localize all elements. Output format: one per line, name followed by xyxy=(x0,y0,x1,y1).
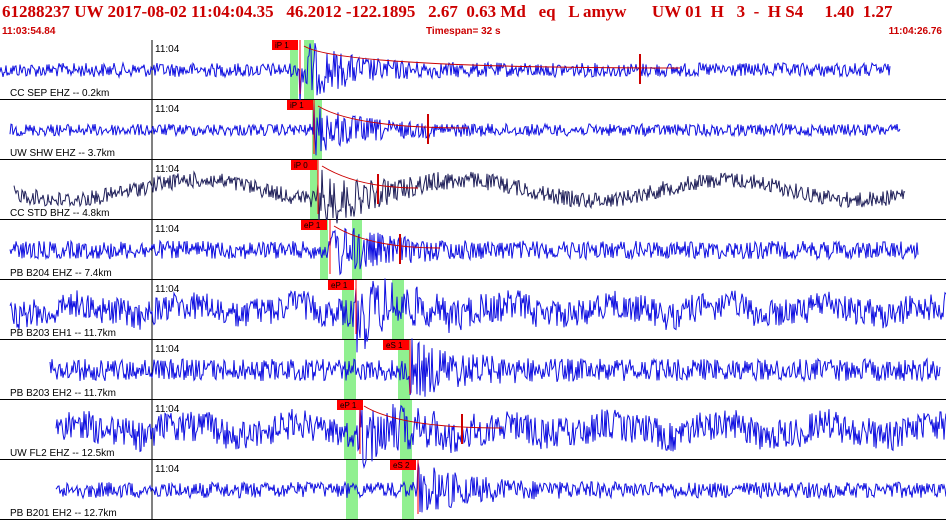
trace-row[interactable]: iP 0 11:04 CC STD BHZ -- 4.8km xyxy=(0,160,946,228)
pick-window-highlight xyxy=(304,40,314,100)
phase-pick-flag[interactable] xyxy=(390,460,416,470)
coda-curve xyxy=(333,225,441,249)
trace-row[interactable]: eP 1 11:04 PB B203 EH1 -- 11.7km xyxy=(0,278,946,353)
phase-pick-label: eP 1 xyxy=(340,401,357,410)
trace-row[interactable]: eP 1 11:04 PB B204 EHZ -- 7.4km xyxy=(0,220,946,280)
coda-curve xyxy=(303,45,681,69)
minute-tick-label: 11:04 xyxy=(155,44,180,55)
coda-curve xyxy=(317,105,469,129)
pick-window-highlight xyxy=(346,460,358,520)
window-start-time: 11:03:54.84 xyxy=(2,26,56,37)
waveform-trace[interactable] xyxy=(0,43,891,104)
coda-curve xyxy=(321,165,419,189)
phase-pick-label: iP 0 xyxy=(294,161,308,170)
phase-pick-flag[interactable] xyxy=(301,220,327,230)
phase-pick-label: eS 1 xyxy=(386,341,403,350)
window-end-time: 11:04:26.76 xyxy=(888,26,942,37)
pick-window-highlight xyxy=(398,340,410,400)
pick-window-highlight xyxy=(310,160,318,220)
waveform-trace[interactable] xyxy=(9,102,901,156)
waveform-trace[interactable] xyxy=(9,278,946,353)
pick-window-highlight xyxy=(342,280,354,340)
minute-tick-label: 11:04 xyxy=(155,164,180,175)
phase-pick-flag[interactable] xyxy=(337,400,363,410)
minute-tick-label: 11:04 xyxy=(155,404,180,415)
trace-row[interactable]: eS 2 11:04 PB B201 EH2 -- 12.7km xyxy=(0,460,946,520)
phase-pick-flag[interactable] xyxy=(383,340,409,350)
trace-row[interactable]: iP 1 11:04 UW SHW EHZ -- 3.7km xyxy=(0,100,946,160)
event-summary-title: 61288237 UW 2017-08-02 11:04:04.35 46.20… xyxy=(2,2,893,21)
pick-window-highlight xyxy=(352,220,362,280)
station-channel-label: PB B201 EH2 -- 12.7km xyxy=(10,508,117,519)
station-channel-label: PB B203 EH2 -- 11.7km xyxy=(10,388,116,399)
pick-window-highlight xyxy=(402,460,414,520)
trace-row[interactable]: eP 1 11:04 UW FL2 EHZ -- 12.5km xyxy=(0,400,946,469)
phase-pick-label: eS 2 xyxy=(393,461,410,470)
station-channel-label: CC STD BHZ -- 4.8km xyxy=(10,208,109,219)
minute-tick-label: 11:04 xyxy=(155,284,180,295)
trace-row[interactable]: eS 1 11:04 PB B203 EH2 -- 11.7km xyxy=(0,338,946,401)
waveform-trace[interactable] xyxy=(55,461,946,513)
phase-pick-label: eP 1 xyxy=(304,221,321,230)
station-channel-label: UW SHW EHZ -- 3.7km xyxy=(10,148,115,159)
minute-tick-label: 11:04 xyxy=(155,224,180,235)
station-channel-label: CC SEP EHZ -- 0.2km xyxy=(10,88,109,99)
seismogram-panel[interactable]: iP 1 11:04 CC SEP EHZ -- 0.2km iP 1 11:04 UW … xyxy=(0,40,946,520)
coda-curve xyxy=(363,405,503,429)
phase-pick-label: eP 1 xyxy=(331,281,348,290)
phase-pick-flag[interactable] xyxy=(287,100,313,110)
phase-pick-flag[interactable] xyxy=(291,160,317,170)
minute-tick-label: 11:04 xyxy=(155,104,180,115)
timespan-label: Timespan= 32 s xyxy=(426,26,501,37)
trace-row[interactable]: iP 1 11:04 CC SEP EHZ -- 0.2km xyxy=(0,40,946,104)
phase-pick-label: iP 1 xyxy=(290,101,304,110)
phase-pick-flag[interactable] xyxy=(328,280,354,290)
phase-pick-flag[interactable] xyxy=(272,40,298,50)
waveform-trace[interactable] xyxy=(49,338,941,397)
station-channel-label: UW FL2 EHZ -- 12.5km xyxy=(10,448,114,459)
station-channel-label: PB B203 EH1 -- 11.7km xyxy=(10,328,116,339)
waveform-trace[interactable] xyxy=(55,401,946,469)
pick-window-highlight xyxy=(400,400,412,460)
minute-tick-label: 11:04 xyxy=(155,464,180,475)
event-header: 61288237 UW 2017-08-02 11:04:04.35 46.20… xyxy=(0,0,946,40)
waveform-trace[interactable] xyxy=(13,169,906,228)
station-channel-label: PB B204 EHZ -- 7.4km xyxy=(10,268,112,279)
pick-window-highlight xyxy=(320,220,328,280)
phase-pick-label: iP 1 xyxy=(275,41,289,50)
minute-tick-label: 11:04 xyxy=(155,344,180,355)
waveform-trace[interactable] xyxy=(9,227,919,276)
